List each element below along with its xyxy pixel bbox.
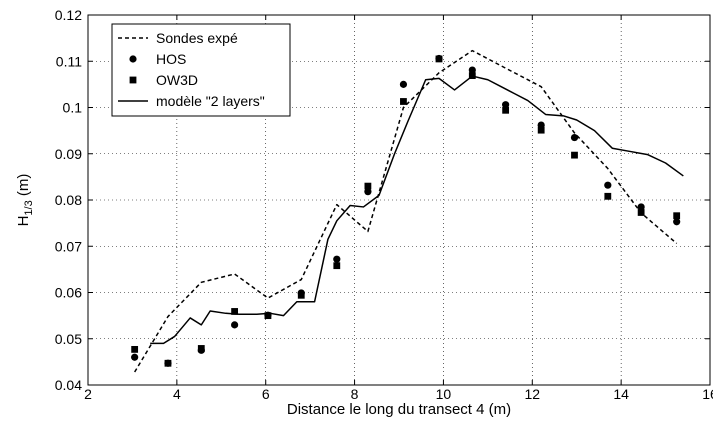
legend-item: OW3D bbox=[129, 72, 198, 88]
y-tick-label: 0.06 bbox=[55, 285, 82, 301]
data-point bbox=[364, 182, 372, 190]
y-tick-label: 0.12 bbox=[55, 7, 82, 23]
y-tick-label: 0.08 bbox=[55, 192, 82, 208]
data-point bbox=[637, 203, 645, 211]
x-tick-label: 16 bbox=[702, 386, 713, 402]
x-axis-label: Distance le long du transect 4 (m) bbox=[287, 401, 511, 418]
legend-label: OW3D bbox=[156, 72, 198, 88]
data-point bbox=[637, 209, 645, 216]
series-line bbox=[150, 75, 684, 345]
legend-label: modèle "2 layers" bbox=[156, 93, 265, 109]
legend-swatch bbox=[129, 55, 137, 63]
data-point bbox=[570, 133, 579, 142]
data-point bbox=[604, 181, 612, 189]
data-point bbox=[537, 126, 545, 134]
data-point bbox=[297, 291, 305, 299]
x-tick-label: 8 bbox=[351, 386, 359, 402]
series-3 bbox=[150, 75, 684, 345]
data-point bbox=[131, 353, 139, 361]
y-tick-label: 0.09 bbox=[55, 146, 82, 162]
y-tick-label: 0.05 bbox=[55, 331, 82, 347]
data-point bbox=[164, 359, 172, 367]
x-tick-label: 14 bbox=[613, 386, 629, 402]
y-axis-label-unit: (m) bbox=[15, 174, 32, 201]
data-point bbox=[399, 80, 408, 88]
data-point bbox=[400, 98, 407, 105]
legend-item: Sondes expé bbox=[118, 30, 238, 46]
data-point bbox=[131, 345, 139, 353]
y-tick-label: 0.11 bbox=[56, 53, 82, 69]
legend-item: modèle "2 layers" bbox=[118, 93, 265, 109]
axis-labels: Distance le long du transect 4 (m) H1/3 … bbox=[15, 174, 511, 418]
data-point bbox=[333, 255, 341, 263]
legend-item: HOS bbox=[129, 51, 186, 67]
data-point bbox=[604, 192, 612, 200]
series-line bbox=[134, 49, 678, 373]
x-tick-label: 2 bbox=[84, 386, 92, 402]
grid bbox=[88, 15, 710, 385]
data-point bbox=[502, 101, 510, 109]
data-point bbox=[333, 262, 341, 270]
legend-label: HOS bbox=[156, 51, 186, 67]
ticks: 2 4 6 8 10 12 14 16 0.04 0.05 0.06 0.07 0.08 0.09 0.1 0… bbox=[55, 7, 713, 402]
legend-swatch bbox=[129, 76, 137, 84]
series-0 bbox=[134, 49, 678, 373]
data-point bbox=[673, 218, 681, 226]
y-tick-label: 0.07 bbox=[55, 238, 82, 254]
data-point bbox=[197, 345, 205, 352]
data-point bbox=[502, 106, 510, 114]
plot-series bbox=[131, 49, 684, 373]
data-point bbox=[673, 212, 681, 220]
x-tick-label: 6 bbox=[262, 386, 270, 402]
y-tick-label: 0.1 bbox=[63, 100, 83, 116]
data-point bbox=[264, 312, 272, 320]
y-axis-label: H1/3 (m) bbox=[15, 174, 35, 227]
data-point bbox=[571, 151, 578, 159]
y-tick-label: 0.04 bbox=[55, 377, 82, 393]
x-tick-label: 4 bbox=[173, 386, 181, 402]
legend-items: Sondes expé HOS OW3D modèle "2 layers" bbox=[118, 30, 265, 109]
x-tick-label: 10 bbox=[436, 386, 452, 402]
legend-label: Sondes expé bbox=[156, 30, 238, 46]
x-tick-label: 12 bbox=[524, 386, 540, 402]
legend: Sondes expé HOS OW3D modèle "2 layers" bbox=[111, 23, 291, 117]
y-axis-label-sub: 1/3 bbox=[23, 200, 35, 215]
data-point bbox=[231, 308, 239, 315]
data-point bbox=[231, 321, 239, 329]
data-point bbox=[468, 66, 476, 74]
data-point bbox=[435, 55, 443, 63]
data-point bbox=[364, 188, 372, 196]
y-axis-label-main: H bbox=[15, 216, 32, 227]
